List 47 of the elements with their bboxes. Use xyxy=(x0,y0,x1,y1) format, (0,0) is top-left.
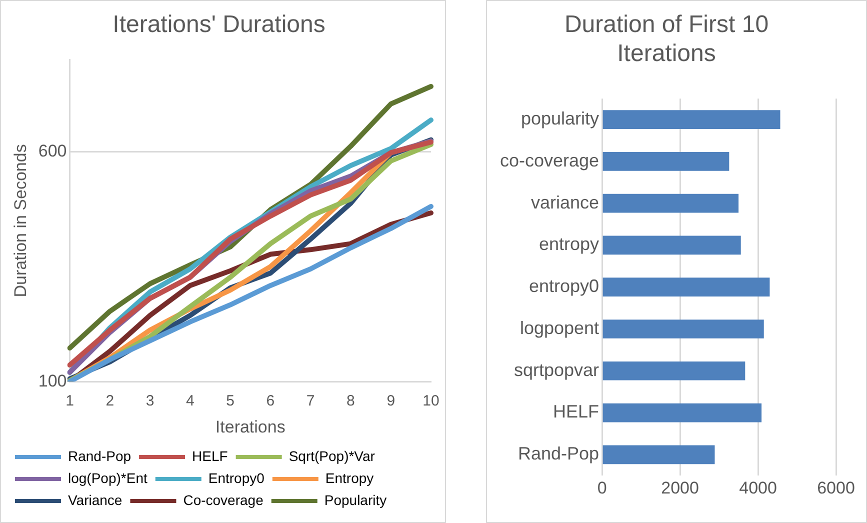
legend-label: Co-coverage xyxy=(183,492,264,508)
legend-label: HELF xyxy=(192,448,228,464)
x-tick-label: 3 xyxy=(146,392,154,410)
x-tick-label: 6000 xyxy=(817,478,855,498)
chart-title: Iterations' Durations xyxy=(112,11,326,38)
legend-label: Sqrt(Pop)*Var xyxy=(288,448,376,464)
x-tick-label: 4 xyxy=(186,392,194,410)
bar xyxy=(602,110,780,129)
legend-label: Popularity xyxy=(324,492,387,508)
y-tick-label: logpopent xyxy=(520,318,600,338)
legend-label: Rand-Pop xyxy=(68,448,132,464)
y-tick-label: sqrtpopvar xyxy=(514,360,600,380)
x-tick-label: 9 xyxy=(386,392,396,410)
legend-label: Entropy0 xyxy=(208,470,265,486)
y-tick-label: Rand-Pop xyxy=(518,444,600,464)
chart-title: Duration of First 10 Iterations xyxy=(564,11,769,67)
bar xyxy=(602,236,741,255)
bar xyxy=(602,361,746,380)
legend-label: log(Pop)*Ent xyxy=(68,470,148,486)
y-tick-label: HELF xyxy=(553,402,600,422)
x-tick-label: 1 xyxy=(66,392,74,410)
x-tick-label: 10 xyxy=(422,392,440,410)
legend-label: Variance xyxy=(68,492,122,508)
x-axis-title: Iterations xyxy=(215,417,286,436)
x-tick-label: 5 xyxy=(226,392,234,410)
x-tick-label: 0 xyxy=(597,478,607,498)
y-tick-label: variance xyxy=(531,192,600,212)
x-tick-label: 2000 xyxy=(661,478,699,498)
y-tick-label: co-coverage xyxy=(500,150,600,170)
x-tick-label: 7 xyxy=(306,392,315,410)
bar xyxy=(602,278,770,297)
x-tick-label: 8 xyxy=(346,392,355,410)
x-tick-label: 4000 xyxy=(739,478,777,498)
y-tick-label: popularity xyxy=(521,108,600,129)
legend-label: Entropy xyxy=(325,470,374,486)
bar xyxy=(602,152,730,171)
bar xyxy=(602,445,715,464)
bar xyxy=(602,194,739,213)
y-tick-label: 600 xyxy=(38,141,67,160)
x-tick-label: 6 xyxy=(266,392,275,410)
bar xyxy=(602,320,764,338)
bar xyxy=(602,403,762,422)
y-axis-title: Duration in Seconds xyxy=(10,144,30,298)
x-tick-label: 2 xyxy=(106,392,114,410)
y-tick-label: 100 xyxy=(38,371,67,390)
y-tick-label: entropy xyxy=(539,234,600,254)
y-tick-label: entropy0 xyxy=(528,276,600,296)
